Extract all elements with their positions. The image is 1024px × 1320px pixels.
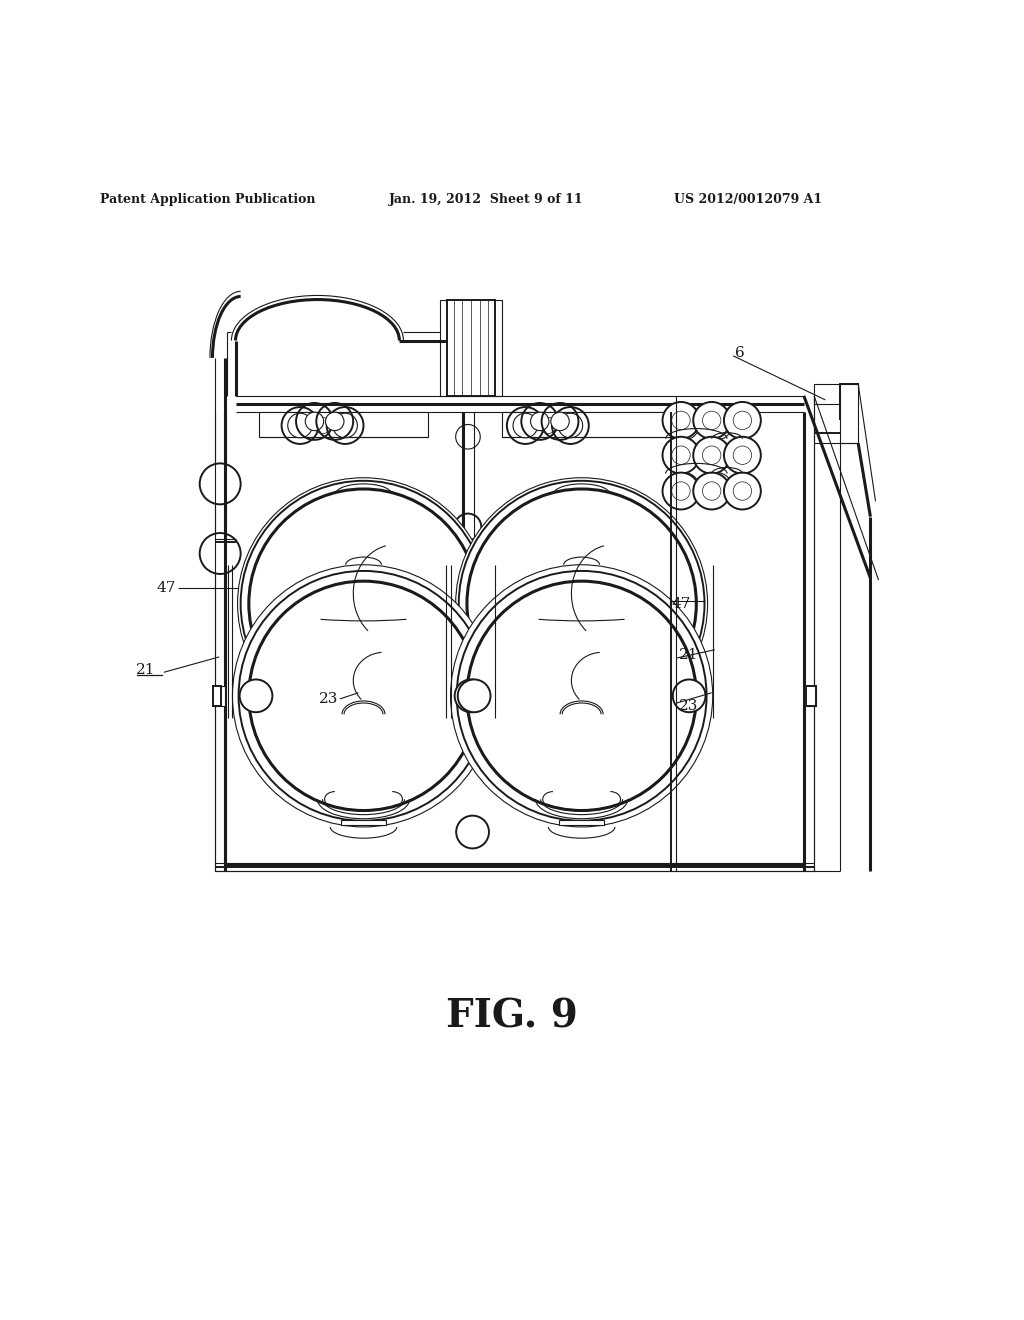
Bar xyxy=(259,412,428,437)
Circle shape xyxy=(724,403,761,438)
Text: Jan. 19, 2012  Sheet 9 of 11: Jan. 19, 2012 Sheet 9 of 11 xyxy=(389,193,584,206)
Circle shape xyxy=(241,480,486,726)
Circle shape xyxy=(456,478,708,730)
Circle shape xyxy=(200,463,241,504)
Circle shape xyxy=(467,488,696,718)
Text: 23: 23 xyxy=(318,692,338,706)
Bar xyxy=(213,685,221,706)
Bar xyxy=(447,300,495,396)
Bar xyxy=(559,820,604,825)
Bar xyxy=(804,685,816,706)
Circle shape xyxy=(249,581,478,810)
Circle shape xyxy=(232,565,495,826)
Circle shape xyxy=(249,488,478,718)
Circle shape xyxy=(467,581,696,810)
Circle shape xyxy=(733,411,752,429)
Bar xyxy=(502,412,676,437)
Circle shape xyxy=(451,565,713,826)
Circle shape xyxy=(239,572,488,821)
Circle shape xyxy=(663,473,699,510)
Text: 21: 21 xyxy=(136,663,156,677)
Text: 21: 21 xyxy=(679,648,698,661)
Circle shape xyxy=(457,572,707,821)
Circle shape xyxy=(672,482,690,500)
Circle shape xyxy=(669,440,699,470)
Circle shape xyxy=(238,478,489,730)
Circle shape xyxy=(724,473,761,510)
Circle shape xyxy=(672,411,690,429)
Circle shape xyxy=(455,513,481,540)
Circle shape xyxy=(551,412,569,430)
Circle shape xyxy=(701,473,732,503)
Bar xyxy=(840,384,858,444)
Circle shape xyxy=(733,446,752,465)
Bar xyxy=(840,384,858,420)
Circle shape xyxy=(513,413,538,438)
Text: US 2012/0012079 A1: US 2012/0012079 A1 xyxy=(674,193,822,206)
Circle shape xyxy=(663,403,699,438)
Circle shape xyxy=(558,413,583,438)
Circle shape xyxy=(200,533,241,574)
Bar xyxy=(440,300,502,396)
Circle shape xyxy=(455,680,487,713)
Circle shape xyxy=(240,680,272,713)
Circle shape xyxy=(530,412,549,430)
Circle shape xyxy=(458,680,490,713)
Circle shape xyxy=(455,626,481,653)
Text: Patent Application Publication: Patent Application Publication xyxy=(100,193,315,206)
Circle shape xyxy=(702,446,721,465)
Circle shape xyxy=(701,409,732,440)
Circle shape xyxy=(459,480,705,726)
Circle shape xyxy=(693,403,730,438)
Text: 6: 6 xyxy=(735,346,745,360)
Circle shape xyxy=(693,473,730,510)
Circle shape xyxy=(733,482,752,500)
Bar xyxy=(814,384,858,404)
Circle shape xyxy=(669,473,699,503)
Circle shape xyxy=(673,680,706,713)
Circle shape xyxy=(693,437,730,474)
Circle shape xyxy=(288,413,312,438)
Circle shape xyxy=(305,412,324,430)
Circle shape xyxy=(702,482,721,500)
Circle shape xyxy=(702,411,721,429)
Circle shape xyxy=(333,413,357,438)
Text: 47: 47 xyxy=(672,597,691,611)
Bar xyxy=(213,685,225,706)
Circle shape xyxy=(701,440,732,470)
Circle shape xyxy=(672,446,690,465)
Circle shape xyxy=(456,425,480,449)
Bar xyxy=(806,685,816,706)
Text: FIG. 9: FIG. 9 xyxy=(446,998,578,1035)
Text: 47: 47 xyxy=(157,581,176,595)
Circle shape xyxy=(669,409,699,440)
Circle shape xyxy=(456,816,489,849)
Circle shape xyxy=(724,437,761,474)
Text: 23: 23 xyxy=(679,700,698,713)
Circle shape xyxy=(663,437,699,474)
Circle shape xyxy=(326,412,344,430)
Bar xyxy=(341,820,386,825)
